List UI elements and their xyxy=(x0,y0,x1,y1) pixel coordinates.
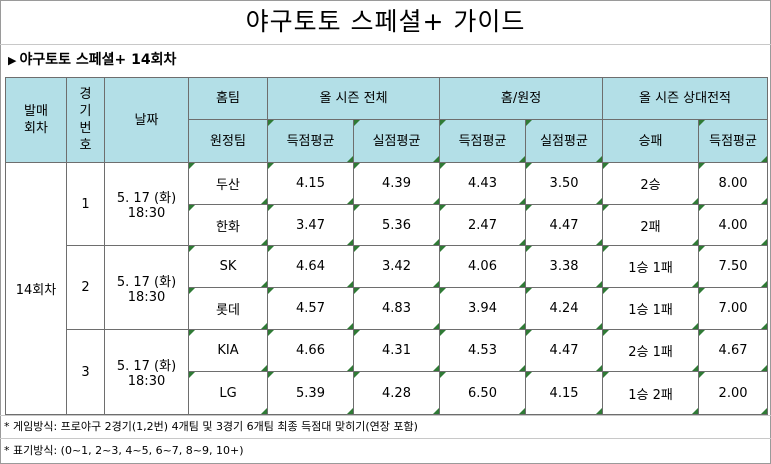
header-ha-avg-scored: 득점평균 xyxy=(439,119,527,163)
date-cell: 5. 17 (화) 18:30 xyxy=(104,245,189,330)
h2h-avg-scored: 7.50 xyxy=(698,245,769,288)
table-row: 2 5. 17 (화) 18:30 SK 4.64 3.42 4.06 3.38 … xyxy=(6,245,769,330)
ha-avg-scored: 3.94 xyxy=(439,287,527,330)
season-avg-scored: 4.64 xyxy=(267,245,354,288)
page-title: 야구토토 스페셜+ 가이드 xyxy=(0,0,771,45)
h2h-record: 2패 xyxy=(602,204,700,246)
header-date: 날짜 xyxy=(104,77,189,163)
header-round-label: 발매 회차 xyxy=(24,104,48,136)
section-heading: ▶ 야구토토 스페셜+ 14회차 xyxy=(8,50,176,70)
header-home-team: 홈팀 xyxy=(188,77,268,120)
team-name: KIA xyxy=(188,329,268,372)
header-season-avg-scored: 득점평균 xyxy=(267,119,354,163)
season-avg-allowed: 3.42 xyxy=(352,245,441,288)
time-text: 18:30 xyxy=(127,374,166,389)
ha-avg-scored: 4.53 xyxy=(439,329,527,372)
time-text: 18:30 xyxy=(127,206,166,221)
ha-avg-allowed: 3.50 xyxy=(525,162,604,205)
triangle-bullet-icon: ▶ xyxy=(8,54,17,67)
ha-avg-allowed: 4.15 xyxy=(525,371,604,415)
date-text: 5. 17 (화) xyxy=(116,191,177,206)
date-text: 5. 17 (화) xyxy=(116,359,177,374)
table-row: 14회차 1 5. 17 (화) 18:30 두산 4.15 4.39 4.43 … xyxy=(5,162,769,415)
h2h-record: 2승 1패 xyxy=(602,329,700,372)
date-text: 5. 17 (화) xyxy=(116,274,177,290)
season-avg-allowed: 4.31 xyxy=(352,329,441,372)
h2h-avg-scored: 2.00 xyxy=(698,371,769,415)
header-game-no-label: 경 기 번 호 xyxy=(79,87,92,153)
header-home-away: 홈/원정 xyxy=(439,77,604,120)
game-no-cell: 1 xyxy=(66,162,105,246)
h2h-avg-scored: 4.00 xyxy=(698,204,769,246)
table-row: LG 5.39 4.28 6.50 4.15 1승 2패 2.00 xyxy=(6,371,769,415)
team-name: LG xyxy=(188,371,268,415)
footnote-game-method: * 게임방식: 프로야구 2경기(1,2번) 4개팀 및 3경기 6개팀 최종 … xyxy=(4,420,418,433)
time-text: 18:30 xyxy=(127,289,166,305)
team-name: 롯데 xyxy=(188,287,268,330)
h2h-record: 1승 2패 xyxy=(602,371,700,415)
game-no-cell: 2 xyxy=(66,245,105,330)
header-season-total: 올 시즌 전체 xyxy=(266,77,441,120)
season-avg-allowed: 4.28 xyxy=(352,371,441,415)
h2h-avg-scored: 4.67 xyxy=(698,329,769,372)
table-row: 롯데 4.57 4.83 3.94 4.24 1승 1패 7.00 xyxy=(6,287,769,330)
header-season-h2h: 올 시즌 상대전적 xyxy=(602,77,769,120)
ha-avg-allowed: 4.47 xyxy=(525,204,604,246)
header-win-loss: 승패 xyxy=(602,119,700,163)
ha-avg-allowed: 3.38 xyxy=(525,245,604,288)
season-avg-scored: 4.57 xyxy=(267,287,354,330)
h2h-record: 1승 1패 xyxy=(602,245,700,288)
ha-avg-scored: 6.50 xyxy=(439,371,527,415)
ha-avg-scored: 4.43 xyxy=(439,162,527,205)
team-name: SK xyxy=(188,245,268,288)
divider xyxy=(0,415,771,416)
h2h-avg-scored: 8.00 xyxy=(698,162,769,205)
date-cell: 5. 17 (화) 18:30 xyxy=(104,329,189,415)
season-avg-scored: 4.66 xyxy=(267,329,354,372)
table-row: 3 5. 17 (화) 18:30 KIA 4.66 4.31 4.53 4.47… xyxy=(6,329,769,415)
guide-table: 발매 회차 경 기 번 호 날짜 홈팀 올 시즌 전체 홈/원정 올 시즌 상대… xyxy=(5,77,769,415)
h2h-record: 1승 1패 xyxy=(602,287,700,330)
ha-avg-scored: 4.06 xyxy=(439,245,527,288)
divider xyxy=(0,438,771,439)
ha-avg-allowed: 4.47 xyxy=(525,329,604,372)
h2h-record: 2승 xyxy=(602,162,700,205)
header-round: 발매 회차 xyxy=(5,77,67,163)
season-avg-scored: 3.47 xyxy=(267,204,354,246)
round-cell: 14회차 xyxy=(5,162,67,415)
section-heading-text: 야구토토 스페셜+ 14회차 xyxy=(19,52,177,68)
team-name: 두산 xyxy=(188,162,268,205)
ha-avg-scored: 2.47 xyxy=(439,204,527,246)
header-away-team: 원정팀 xyxy=(188,119,268,163)
header-game-no: 경 기 번 호 xyxy=(66,77,105,163)
season-avg-allowed: 5.36 xyxy=(352,204,441,246)
header-ha-avg-allowed: 실점평균 xyxy=(525,119,604,163)
ha-avg-allowed: 4.24 xyxy=(525,287,604,330)
season-avg-scored: 4.15 xyxy=(267,162,354,205)
header-season-avg-allowed: 실점평균 xyxy=(352,119,441,163)
season-avg-scored: 5.39 xyxy=(267,371,354,415)
date-cell: 5. 17 (화) 18:30 xyxy=(104,162,189,246)
season-avg-allowed: 4.83 xyxy=(352,287,441,330)
game-no-cell: 3 xyxy=(66,329,105,415)
header-h2h-avg-scored: 득점평균 xyxy=(698,119,769,163)
team-name: 한화 xyxy=(188,204,268,246)
h2h-avg-scored: 7.00 xyxy=(698,287,769,330)
footnote-notation: * 표기방식: (0~1, 2~3, 4~5, 6~7, 8~9, 10+) xyxy=(4,444,244,457)
table-row: 한화 3.47 5.36 2.47 4.47 2패 4.00 xyxy=(6,204,769,246)
season-avg-allowed: 4.39 xyxy=(352,162,441,205)
